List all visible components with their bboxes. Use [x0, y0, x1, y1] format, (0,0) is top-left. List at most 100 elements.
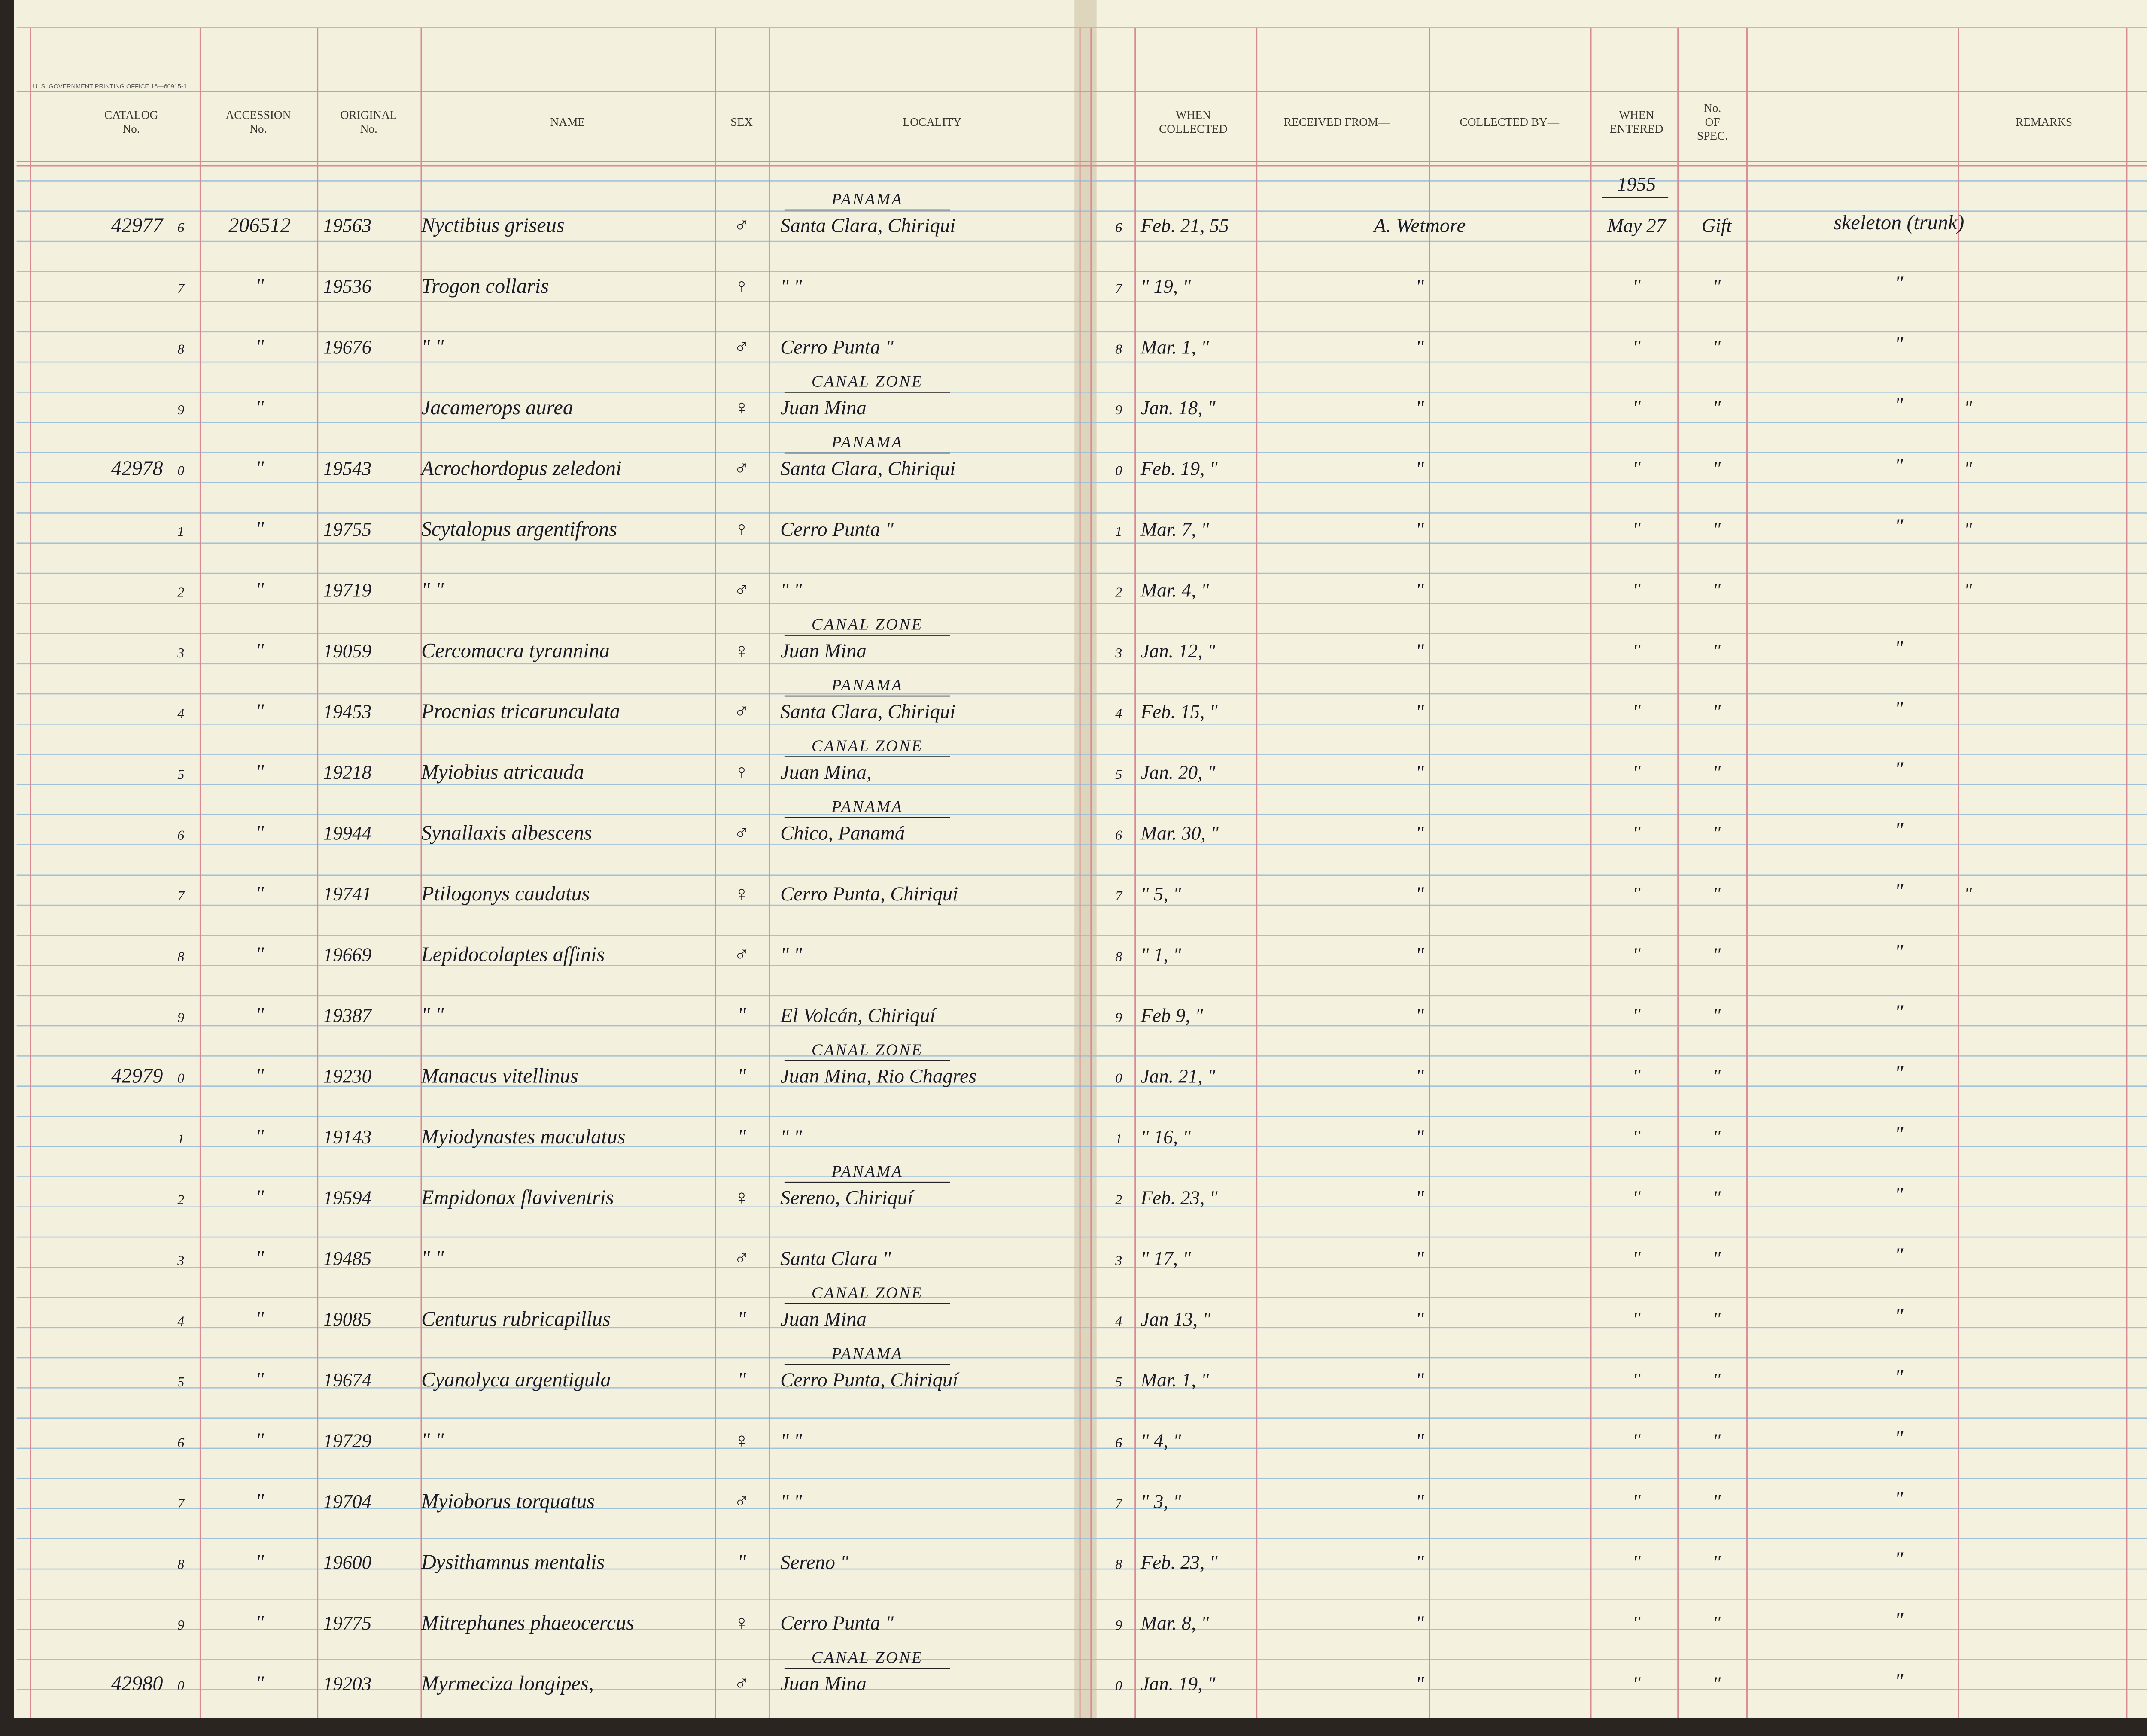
entered-cell: " — [1633, 1248, 1641, 1269]
digit-cell: 6 — [177, 1435, 184, 1450]
entered-cell: " — [1633, 1491, 1641, 1512]
name-cell: Scytalopus argentifrons — [421, 518, 617, 541]
name-cell: Synallaxis albescens — [421, 822, 592, 845]
year: 1955 — [1617, 173, 1656, 195]
received-cell: " — [1415, 761, 1424, 784]
spec-cell: " — [1712, 1369, 1721, 1391]
accession-cell: " — [255, 275, 265, 298]
received-cell: " — [1415, 822, 1424, 845]
sex-cell: " — [737, 1065, 746, 1088]
region-label: CANAL ZONE — [812, 737, 923, 755]
name-cell: Manacus vitellinus — [421, 1065, 578, 1088]
digit-cell: 8 — [177, 341, 184, 356]
entered-cell: " — [1633, 1309, 1641, 1330]
prep-cell: " — [1895, 1183, 1904, 1206]
sex-cell: ♀ — [734, 1186, 749, 1209]
spec-cell: " — [1712, 580, 1721, 601]
digit-cell: 3 — [1115, 1253, 1122, 1268]
accession-cell: " — [255, 1672, 265, 1695]
collected-cell: " 1, " — [1141, 944, 1182, 966]
sex-cell: ♂ — [734, 214, 749, 237]
locality-cell: Cerro Punta, Chiriquí — [780, 1369, 960, 1391]
digit-cell: 1 — [1115, 523, 1122, 539]
rules — [16, 27, 2147, 1718]
column-header: REMARKS — [2016, 116, 2072, 128]
digit-cell: 1 — [177, 1131, 184, 1146]
prep-cell: " — [1895, 1609, 1904, 1632]
locality-cell: Juan Mina, — [780, 761, 871, 784]
accession-cell: " — [255, 1429, 265, 1452]
column-header: CATALOG — [104, 109, 158, 122]
digit-cell: 9 — [177, 1617, 184, 1633]
sex-cell: ♀ — [734, 275, 749, 298]
entered-cell: " — [1633, 1187, 1641, 1209]
name-cell: Procnias tricarunculata — [421, 700, 620, 723]
spec-cell: " — [1712, 1430, 1721, 1452]
name-cell: Myrmeciza longipes, — [421, 1672, 594, 1695]
region-label: CANAL ZONE — [812, 1284, 923, 1302]
accession-cell: " — [255, 1490, 265, 1513]
locality-cell: Cerro Punta " — [780, 336, 894, 358]
entered-cell: " — [1633, 1673, 1641, 1695]
sex-cell: ♀ — [734, 761, 749, 784]
catalog-cell: 42979 — [111, 1065, 163, 1088]
digit-cell: 1 — [177, 523, 184, 539]
locality-cell: " " — [780, 1490, 802, 1513]
locality-cell: Cerro Punta, Chiriqui — [780, 883, 958, 905]
digit-cell: 9 — [177, 1009, 184, 1025]
name-cell: Acrochordopus zeledoni — [420, 457, 622, 480]
digit-cell: 5 — [1115, 766, 1122, 782]
original-cell: 19594 — [323, 1187, 372, 1209]
received-cell: " — [1415, 1004, 1424, 1027]
spec-cell: " — [1712, 1005, 1721, 1026]
sex-cell: ♀ — [734, 1611, 749, 1634]
remarks-cell: " — [1964, 458, 1973, 479]
collected-cell: Feb. 15, " — [1140, 701, 1218, 723]
name-cell: Centurus rubricapillus — [421, 1308, 611, 1331]
column-header: SEX — [730, 116, 753, 128]
name-cell: Trogon collaris — [421, 275, 549, 298]
prep-cell: " — [1895, 1366, 1904, 1389]
collected-cell: Feb. 19, " — [1140, 458, 1218, 479]
locality-cell: El Volcán, Chiriquí — [780, 1004, 937, 1027]
column-header: OF — [1705, 116, 1720, 128]
collected-cell: " 5, " — [1141, 883, 1182, 905]
name-cell: " " — [421, 335, 444, 358]
entered-cell: " — [1633, 1552, 1641, 1573]
locality-cell: Santa Clara " — [780, 1247, 891, 1270]
spec-cell: Gift — [1702, 215, 1733, 236]
received-cell: " — [1415, 1551, 1424, 1574]
locality-cell: Juan Mina — [780, 1308, 867, 1331]
original-cell: 19387 — [323, 1005, 373, 1026]
spec-cell: " — [1712, 336, 1721, 358]
accession-cell: " — [255, 396, 265, 419]
entered-cell: " — [1633, 1612, 1641, 1634]
region-label: PANAMA — [831, 798, 903, 816]
region-label: PANAMA — [831, 676, 903, 694]
received-cell: " — [1415, 518, 1424, 541]
name-cell: Cercomacra tyrannina — [421, 639, 610, 662]
column-header: ACCESSION — [225, 109, 291, 122]
collected-cell: Jan. 21, " — [1141, 1066, 1216, 1087]
region-label: CANAL ZONE — [812, 1648, 923, 1666]
received-cell: " — [1415, 1430, 1424, 1452]
accession-cell: " — [255, 579, 265, 602]
spec-cell: " — [1712, 944, 1721, 966]
locality-cell: " " — [780, 579, 802, 602]
digit-cell: 2 — [177, 1192, 184, 1207]
collected-cell: Feb. 21, 55 — [1140, 215, 1229, 236]
accession-cell: " — [255, 1551, 265, 1574]
entered-cell: " — [1633, 1005, 1641, 1026]
entered-cell: " — [1633, 336, 1641, 358]
entered-cell: " — [1633, 458, 1641, 479]
original-cell: 19485 — [323, 1248, 372, 1269]
prep-cell: " — [1895, 1669, 1904, 1692]
digit-cell: 8 — [1115, 1557, 1122, 1572]
locality-cell: " " — [780, 944, 802, 966]
digit-cell: 9 — [1115, 402, 1122, 417]
column-header: LOCALITY — [903, 116, 962, 128]
locality-cell: " " — [780, 1126, 802, 1148]
prep-cell: " — [1895, 880, 1904, 903]
prep-cell: " — [1895, 819, 1904, 842]
